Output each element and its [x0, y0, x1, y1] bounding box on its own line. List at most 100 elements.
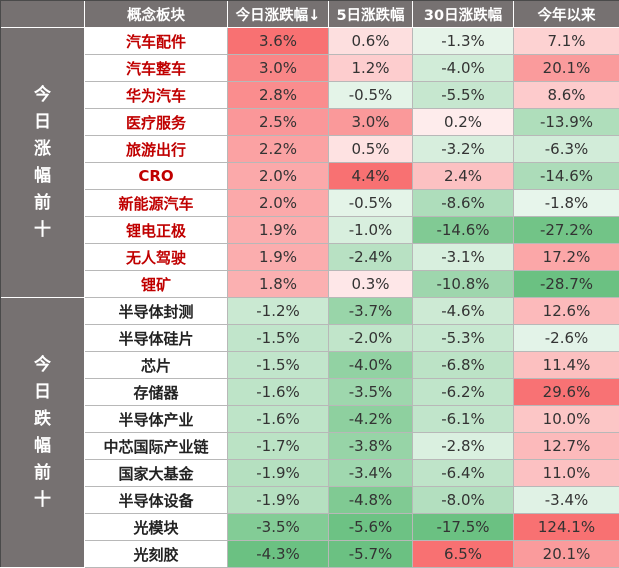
today-change-cell: 2.8%	[228, 82, 329, 109]
five-day-change-cell: -0.5%	[329, 190, 413, 217]
group-char: 幅	[34, 435, 51, 456]
today-change-cell: 3.6%	[228, 28, 329, 55]
ytd-change-cell: 12.6%	[514, 298, 619, 325]
thirty-day-change-cell: -5.5%	[413, 82, 514, 109]
thirty-day-change-cell: 6.5%	[413, 541, 514, 568]
today-change-cell: -1.5%	[228, 352, 329, 379]
sector-name: 半导体设备	[85, 487, 228, 514]
sector-name: 医疗服务	[85, 109, 228, 136]
thirty-day-change-cell: -2.8%	[413, 433, 514, 460]
header-blank	[1, 1, 85, 28]
group-char: 日	[34, 111, 51, 132]
five-day-change-cell: 0.5%	[329, 136, 413, 163]
sector-name: 光模块	[85, 514, 228, 541]
five-day-change-cell: -3.7%	[329, 298, 413, 325]
group-char: 今	[34, 84, 51, 105]
group-char: 十	[34, 489, 51, 510]
five-day-change-cell: -0.5%	[329, 82, 413, 109]
sector-name: 光刻胶	[85, 541, 228, 568]
header-ytd-change[interactable]: 今年以来	[514, 1, 619, 28]
thirty-day-change-cell: -14.6%	[413, 217, 514, 244]
header-today-change[interactable]: 今日涨跌幅↓	[228, 1, 329, 28]
five-day-change-cell: 3.0%	[329, 109, 413, 136]
five-day-change-cell: -3.4%	[329, 460, 413, 487]
five-day-change-cell: 0.6%	[329, 28, 413, 55]
ytd-change-cell: -2.6%	[514, 325, 619, 352]
five-day-change-cell: -4.0%	[329, 352, 413, 379]
five-day-change-cell: -2.0%	[329, 325, 413, 352]
group-char: 前	[34, 462, 51, 483]
five-day-change-cell: 1.2%	[329, 55, 413, 82]
five-day-change-cell: -5.7%	[329, 541, 413, 568]
group-label-top-losers: 今 日 跌 幅 前 十	[1, 298, 85, 568]
today-change-cell: 1.8%	[228, 271, 329, 298]
five-day-change-cell: 0.3%	[329, 271, 413, 298]
thirty-day-change-cell: -6.1%	[413, 406, 514, 433]
ytd-change-cell: 29.6%	[514, 379, 619, 406]
ytd-change-cell: 12.7%	[514, 433, 619, 460]
header-5d-change[interactable]: 5日涨跌幅	[329, 1, 413, 28]
five-day-change-cell: -3.5%	[329, 379, 413, 406]
sector-name: 新能源汽车	[85, 190, 228, 217]
thirty-day-change-cell: -8.6%	[413, 190, 514, 217]
thirty-day-change-cell: -4.0%	[413, 55, 514, 82]
ytd-change-cell: 20.1%	[514, 541, 619, 568]
ytd-change-cell: -14.6%	[514, 163, 619, 190]
ytd-change-cell: -3.4%	[514, 487, 619, 514]
today-change-cell: 1.9%	[228, 217, 329, 244]
sector-name: 中芯国际产业链	[85, 433, 228, 460]
ytd-change-cell: 17.2%	[514, 244, 619, 271]
today-change-cell: -4.3%	[228, 541, 329, 568]
five-day-change-cell: -4.8%	[329, 487, 413, 514]
header-sector[interactable]: 概念板块	[85, 1, 228, 28]
header-30d-change[interactable]: 30日涨跌幅	[413, 1, 514, 28]
today-change-cell: 2.2%	[228, 136, 329, 163]
five-day-change-cell: -2.4%	[329, 244, 413, 271]
ytd-change-cell: 8.6%	[514, 82, 619, 109]
today-change-cell: 2.0%	[228, 163, 329, 190]
sector-name: 无人驾驶	[85, 244, 228, 271]
sector-name: 锂电正极	[85, 217, 228, 244]
today-change-cell: -1.6%	[228, 406, 329, 433]
five-day-change-cell: -4.2%	[329, 406, 413, 433]
today-change-cell: -1.7%	[228, 433, 329, 460]
group-label-top-gainers: 今 日 涨 幅 前 十	[1, 28, 85, 298]
ytd-change-cell: -1.8%	[514, 190, 619, 217]
sector-name: 旅游出行	[85, 136, 228, 163]
sector-name: 半导体封测	[85, 298, 228, 325]
sector-name: 汽车配件	[85, 28, 228, 55]
thirty-day-change-cell: -8.0%	[413, 487, 514, 514]
today-change-cell: -1.2%	[228, 298, 329, 325]
group-char: 跌	[34, 408, 51, 429]
thirty-day-change-cell: -3.1%	[413, 244, 514, 271]
group-char: 涨	[34, 138, 51, 159]
thirty-day-change-cell: -6.4%	[413, 460, 514, 487]
ytd-change-cell: -6.3%	[514, 136, 619, 163]
group-char: 幅	[34, 165, 51, 186]
five-day-change-cell: 4.4%	[329, 163, 413, 190]
group-char: 日	[34, 381, 51, 402]
sector-name: 国家大基金	[85, 460, 228, 487]
ytd-change-cell: 20.1%	[514, 55, 619, 82]
sector-name: 汽车整车	[85, 55, 228, 82]
ytd-change-cell: -27.2%	[514, 217, 619, 244]
today-change-cell: -1.9%	[228, 487, 329, 514]
sector-name: 半导体硅片	[85, 325, 228, 352]
ytd-change-cell: 10.0%	[514, 406, 619, 433]
thirty-day-change-cell: -6.8%	[413, 352, 514, 379]
ytd-change-cell: -13.9%	[514, 109, 619, 136]
sector-name: CRO	[85, 163, 228, 190]
thirty-day-change-cell: -17.5%	[413, 514, 514, 541]
sector-name: 存储器	[85, 379, 228, 406]
thirty-day-change-cell: 0.2%	[413, 109, 514, 136]
ytd-change-cell: 11.4%	[514, 352, 619, 379]
thirty-day-change-cell: -1.3%	[413, 28, 514, 55]
five-day-change-cell: -1.0%	[329, 217, 413, 244]
today-change-cell: -1.5%	[228, 325, 329, 352]
ytd-change-cell: -28.7%	[514, 271, 619, 298]
ytd-change-cell: 11.0%	[514, 460, 619, 487]
thirty-day-change-cell: 2.4%	[413, 163, 514, 190]
today-change-cell: -3.5%	[228, 514, 329, 541]
